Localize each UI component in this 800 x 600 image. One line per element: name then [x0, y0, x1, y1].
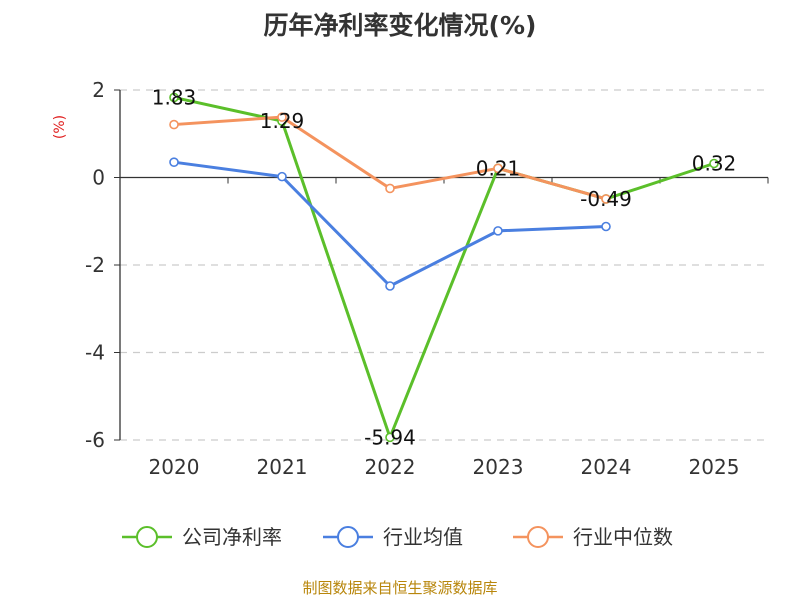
data-label: 1.83: [152, 85, 197, 109]
series-line: [173, 95, 715, 439]
data-point: [385, 432, 395, 443]
data-point: [601, 221, 611, 232]
y-tick-label: -2: [85, 253, 105, 277]
y-tick-label: 0: [92, 166, 105, 190]
chart-title: 历年净利率变化情况(%): [264, 11, 537, 40]
data-point: [277, 171, 287, 182]
data-point: [385, 183, 395, 194]
data-point: [277, 112, 287, 122]
data-point: [709, 158, 719, 169]
data-point: [493, 226, 503, 236]
data-labels: 1.83 1.29 -5.94 0.21 -0.49 0.32: [152, 85, 737, 449]
legend-label: 公司净利率: [182, 525, 282, 549]
legend-marker: [337, 526, 359, 548]
data-label: 1.29: [260, 109, 305, 133]
data-point: [493, 163, 503, 174]
legend-marker: [527, 526, 549, 548]
data-label: -0.49: [580, 187, 632, 211]
data-point: [169, 92, 179, 103]
y-tick-label: -6: [85, 428, 105, 452]
gridlines: [120, 89, 768, 441]
data-point: [385, 281, 395, 291]
data-point: [169, 119, 179, 130]
x-tick-label: 2023: [473, 455, 524, 479]
y-axis-label: (%): [52, 115, 68, 139]
legend-label: 行业均值: [383, 525, 463, 549]
x-tick-label: 2020: [149, 455, 200, 479]
x-tick-label: 2024: [581, 455, 632, 479]
data-label: -5.94: [364, 425, 416, 449]
data-point: [601, 194, 611, 204]
x-tick-label: 2025: [689, 455, 740, 479]
series-layer: [169, 92, 719, 443]
x-tick-label: 2022: [365, 455, 416, 479]
data-label: 0.21: [476, 156, 521, 180]
source-note: 制图数据来自恒生聚源数据库: [302, 579, 497, 597]
legend-marker: [136, 526, 158, 548]
data-point: [169, 157, 179, 167]
y-tick-label: -4: [85, 341, 105, 365]
legend: 公司净利率 行业均值 行业中位数: [122, 525, 673, 549]
x-tick-label: 2021: [257, 455, 308, 479]
data-label: 0.32: [692, 152, 737, 176]
axes: 2 0 -2 -4 -6 2020 2021 2022 2023 2024 2025: [85, 78, 769, 479]
legend-label: 行业中位数: [573, 525, 673, 549]
y-tick-label: 2: [92, 78, 105, 102]
